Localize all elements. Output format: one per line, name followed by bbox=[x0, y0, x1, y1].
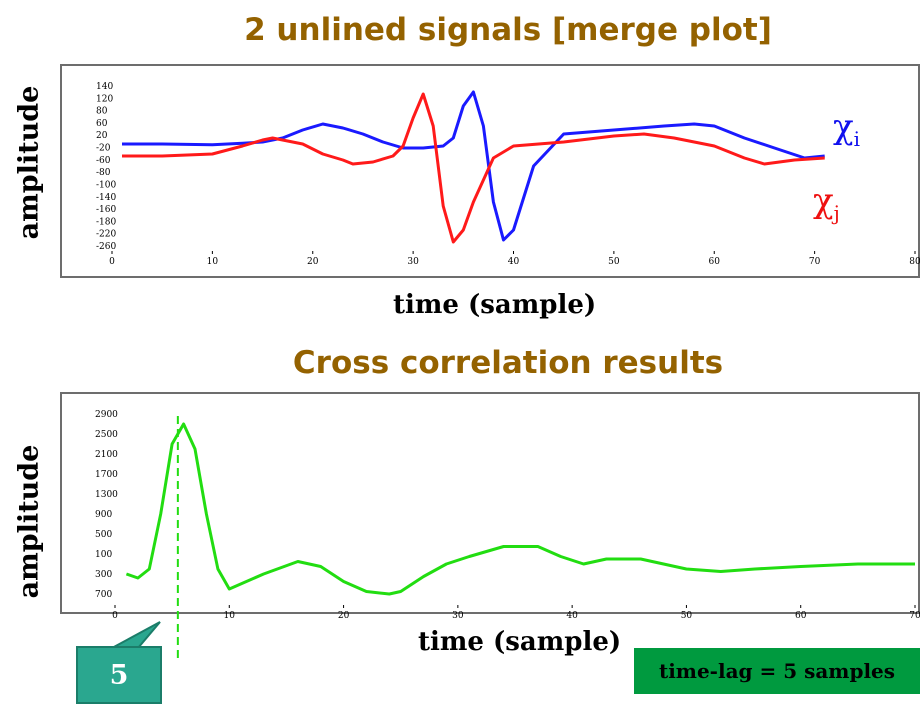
y-tick-label-0-2: 80 bbox=[96, 107, 108, 117]
series-line-0-0 bbox=[122, 90, 825, 242]
chart-title-top: 2 unlined signals [merge plot] bbox=[244, 12, 772, 48]
x-tick-label-0-1: 10 bbox=[207, 257, 219, 267]
y-tick-label-1-7: 100 bbox=[95, 550, 112, 560]
y-tick-label-0-5: -20 bbox=[96, 144, 111, 154]
legend-xj-sub: j bbox=[833, 200, 840, 225]
legend-xi-symbol: χ bbox=[833, 107, 854, 147]
legend-xj-symbol: χ bbox=[813, 181, 834, 221]
x-tick-label-0-8: 80 bbox=[909, 257, 920, 267]
y-tick-label-1-6: 500 bbox=[95, 530, 112, 540]
x-tick-label-1-6: 60 bbox=[795, 611, 807, 621]
y-tick-label-0-12: -220 bbox=[96, 230, 116, 240]
x-tick-label-0-5: 50 bbox=[608, 257, 620, 267]
x-tick-label-1-5: 50 bbox=[681, 611, 693, 621]
chart-title-bottom: Cross correlation results bbox=[292, 345, 724, 381]
x-tick-label-1-1: 10 bbox=[224, 611, 236, 621]
series-line-1-0 bbox=[125, 422, 915, 596]
x-tick-label-0-4: 40 bbox=[508, 257, 520, 267]
y-tick-label-0-0: 140 bbox=[96, 82, 113, 92]
legend-xi: χi bbox=[833, 107, 860, 151]
x-tick-label-1-4: 40 bbox=[566, 611, 578, 621]
x-tick-label-0-0: 0 bbox=[109, 257, 115, 267]
x-tick-label-0-3: 30 bbox=[407, 257, 419, 267]
y-tick-label-1-9: 700 bbox=[95, 590, 112, 600]
y-tick-label-0-9: -140 bbox=[96, 193, 116, 203]
x-tick-label-0-7: 70 bbox=[809, 257, 821, 267]
legend-xi-sub: i bbox=[853, 126, 861, 151]
y-tick-label-0-13: -260 bbox=[96, 242, 116, 252]
y-tick-label-1-5: 900 bbox=[95, 510, 112, 520]
lag-callout: 5 bbox=[76, 646, 162, 704]
y-tick-label-0-4: 20 bbox=[96, 131, 108, 141]
y-tick-label-1-3: 1700 bbox=[95, 470, 118, 480]
x-tick-label-0-6: 60 bbox=[709, 257, 721, 267]
y-tick-label-1-8: 300 bbox=[95, 570, 112, 580]
y-tick-label-1-0: 2900 bbox=[95, 410, 118, 420]
time-lag-box: time-lag = 5 samples bbox=[634, 648, 920, 694]
y-tick-label-0-10: -160 bbox=[96, 205, 116, 215]
x-axis-label-top: time (sample) bbox=[393, 290, 597, 320]
callout-pointer bbox=[111, 621, 161, 649]
x-tick-label-1-2: 20 bbox=[338, 611, 350, 621]
legend-xj: χj bbox=[813, 181, 840, 225]
y-tick-label-1-2: 2100 bbox=[95, 450, 118, 460]
y-tick-label-0-3: 60 bbox=[96, 119, 108, 129]
y-tick-label-0-11: -180 bbox=[96, 217, 116, 227]
y-tick-label-0-7: -80 bbox=[96, 168, 111, 178]
x-tick-label-1-0: 0 bbox=[112, 611, 118, 621]
y-tick-label-0-8: -100 bbox=[96, 180, 116, 190]
y-tick-label-1-4: 1300 bbox=[95, 490, 118, 500]
x-tick-label-0-2: 20 bbox=[307, 257, 319, 267]
x-tick-label-1-3: 30 bbox=[452, 611, 464, 621]
y-tick-label-0-1: 120 bbox=[96, 94, 113, 104]
x-axis-label-bottom: time (sample) bbox=[418, 627, 622, 657]
y-tick-label-1-1: 2500 bbox=[95, 430, 118, 440]
series-line-0-1 bbox=[122, 92, 825, 244]
y-tick-label-0-6: -60 bbox=[96, 156, 111, 166]
x-tick-label-1-7: 70 bbox=[909, 611, 920, 621]
